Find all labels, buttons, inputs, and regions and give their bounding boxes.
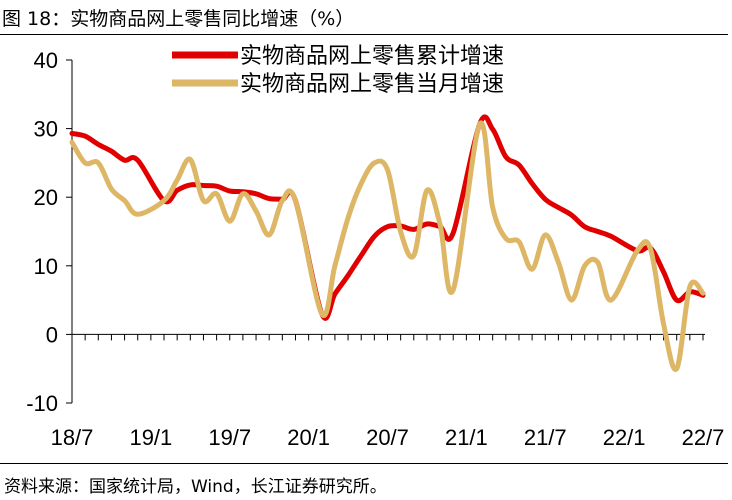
y-tick-label: 30	[34, 117, 58, 142]
y-tick-label: -10	[26, 391, 58, 416]
x-tick-label: 19/7	[208, 425, 251, 450]
title-rule	[0, 34, 728, 35]
y-tick-label: 20	[34, 185, 58, 210]
x-tick-label: 20/7	[366, 425, 409, 450]
legend-item-cumulative: 实物商品网上零售累计增速	[172, 44, 504, 69]
source-note: 资料来源：国家统计局，Wind，长江证券研究所。	[4, 477, 387, 497]
series-line-monthly	[69, 120, 706, 372]
x-tick-label: 20/1	[287, 425, 330, 450]
x-tick-label: 22/7	[682, 425, 725, 450]
series-line-cumulative	[69, 114, 706, 321]
x-tick-label: 19/1	[129, 425, 172, 450]
chart-series	[69, 114, 706, 372]
y-tick-label: 0	[46, 322, 58, 347]
x-tick-label: 22/1	[603, 425, 646, 450]
x-tick-label: 21/1	[445, 425, 488, 450]
x-tick-label: 21/7	[524, 425, 567, 450]
legend-label-cumulative: 实物商品网上零售累计增速	[240, 44, 504, 69]
y-tick-label: 40	[34, 48, 58, 73]
chart-axes: -10 0 10 20 30 40 18/7 19/1 19/7 20/1 20/7 21/1 21/7…	[26, 48, 724, 450]
y-tick-label: 10	[34, 254, 58, 279]
figure-title: 图 18：实物商品网上零售同比增速（%）	[2, 8, 355, 30]
x-tick-label: 18/7	[51, 425, 94, 450]
legend-item-monthly: 实物商品网上零售当月增速	[172, 72, 504, 97]
source-rule	[0, 463, 728, 464]
legend-label-monthly: 实物商品网上零售当月增速	[240, 72, 504, 97]
